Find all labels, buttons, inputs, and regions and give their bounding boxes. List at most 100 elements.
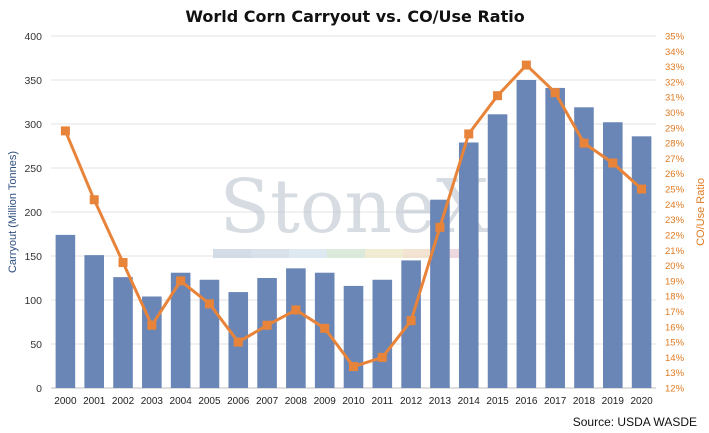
right-tick-label: 33% (665, 62, 685, 73)
x-tick-label: 2001 (83, 396, 106, 407)
bar-2000 (55, 234, 76, 388)
ratio-point-2019 (608, 158, 618, 168)
ratio-point-2001 (89, 195, 99, 205)
bar-2010 (343, 285, 364, 388)
ratio-point-2008 (291, 305, 301, 315)
bar-2016 (516, 80, 537, 388)
left-tick-label: 150 (24, 251, 42, 263)
ratio-point-2014 (464, 129, 474, 139)
right-axis-ticks: 12% 13% 14% 15% 16% 17% 18% 19% 20% 21% 22% 23% 24% 2… (665, 32, 685, 395)
ratio-point-2007 (262, 320, 272, 330)
right-tick-label: 12% (665, 384, 685, 395)
bar-2011 (372, 279, 393, 388)
left-tick-label: 300 (24, 119, 42, 131)
x-tick-label: 2004 (170, 396, 193, 407)
right-tick-label: 23% (665, 215, 685, 226)
left-tick-label: 100 (24, 295, 42, 307)
bar-2018 (574, 107, 594, 388)
right-tick-label: 13% (665, 368, 685, 379)
x-tick-label: 2015 (486, 396, 509, 407)
right-tick-label: 16% (665, 322, 685, 333)
ratio-point-2002 (118, 258, 128, 268)
left-axis-label: Carryout (Million Tonnes) (7, 151, 19, 273)
watermark-strip-segment (403, 249, 441, 258)
x-tick-label: 2007 (256, 396, 279, 407)
x-tick-label: 2008 (285, 396, 308, 407)
left-tick-label: 250 (24, 163, 42, 175)
x-tick-label: 2016 (515, 396, 538, 407)
right-tick-label: 29% (665, 123, 685, 134)
ratio-point-2013 (435, 222, 445, 232)
bar-2002 (113, 277, 133, 388)
ratio-point-2012 (406, 316, 416, 326)
bar-2005 (199, 279, 220, 388)
right-tick-label: 21% (665, 246, 685, 257)
bar-2017 (545, 87, 565, 389)
ratio-point-2003 (147, 320, 157, 330)
left-tick-label: 350 (24, 75, 42, 87)
watermark-strip-segment (251, 249, 289, 258)
ratio-point-2020 (637, 184, 647, 194)
left-tick-label: 50 (30, 339, 42, 351)
right-tick-label: 28% (665, 139, 685, 150)
bar-2004 (170, 272, 191, 388)
ratio-point-2009 (320, 323, 330, 333)
ratio-point-2011 (377, 352, 387, 362)
right-tick-label: 25% (665, 185, 685, 196)
ratio-point-2006 (233, 337, 243, 347)
left-tick-label: 400 (24, 31, 42, 43)
chart-title: World Corn Carryout vs. CO/Use Ratio (185, 7, 524, 26)
ratio-point-2017 (550, 88, 560, 98)
right-axis-label: CO/Use Ratio (695, 178, 707, 246)
source-note: Source: USDA WASDE (573, 415, 697, 429)
x-tick-label: 2000 (54, 396, 77, 407)
x-tick-label: 2020 (630, 396, 653, 407)
ratio-point-2004 (176, 276, 186, 286)
x-tick-label: 2019 (602, 396, 625, 407)
line-series (60, 60, 647, 372)
watermark-strip-segment (213, 249, 251, 258)
right-tick-label: 20% (665, 261, 685, 272)
ratio-point-2005 (204, 299, 214, 309)
bar-2014 (458, 142, 479, 388)
bar-2020 (631, 136, 652, 388)
left-tick-label: 0 (36, 383, 42, 395)
x-tick-label: 2012 (400, 396, 423, 407)
watermark-strip-segment (327, 249, 365, 258)
bar-2015 (487, 114, 508, 388)
ratio-point-2016 (521, 60, 531, 70)
x-tick-label: 2005 (198, 396, 221, 407)
bar-2008 (286, 268, 306, 388)
watermark-strip-segment (365, 249, 403, 258)
x-tick-label: 2002 (112, 396, 135, 407)
x-tick-label: 2014 (458, 396, 481, 407)
ratio-point-2015 (493, 91, 503, 101)
x-tick-label: 2009 (314, 396, 337, 407)
right-tick-label: 32% (665, 77, 685, 88)
left-tick-label: 200 (24, 207, 42, 219)
ratio-point-2000 (60, 126, 70, 136)
right-tick-label: 27% (665, 154, 685, 165)
right-tick-label: 17% (665, 307, 685, 318)
ratio-point-2010 (349, 362, 358, 372)
bar-2001 (84, 255, 105, 388)
x-tick-label: 2011 (372, 396, 394, 407)
x-tick-label: 2017 (544, 396, 567, 407)
right-tick-label: 15% (665, 338, 685, 349)
x-axis-ticks: 2000 2001 2002 2003 2004 2005 2006 2007 2008 2009… (54, 396, 653, 407)
bar-2007 (257, 278, 277, 388)
x-tick-label: 2018 (573, 396, 596, 407)
right-tick-label: 19% (665, 276, 685, 287)
watermark-strip-segment (289, 249, 327, 258)
right-tick-label: 24% (665, 200, 685, 211)
right-tick-label: 31% (665, 93, 685, 104)
right-tick-label: 34% (665, 47, 685, 58)
bar-2019 (602, 122, 623, 389)
right-tick-label: 22% (665, 230, 685, 241)
x-tick-label: 2006 (227, 396, 250, 407)
ratio-point-2018 (579, 138, 589, 148)
right-tick-label: 14% (665, 353, 685, 364)
x-tick-label: 2003 (141, 396, 164, 407)
x-tick-label: 2013 (429, 396, 452, 407)
